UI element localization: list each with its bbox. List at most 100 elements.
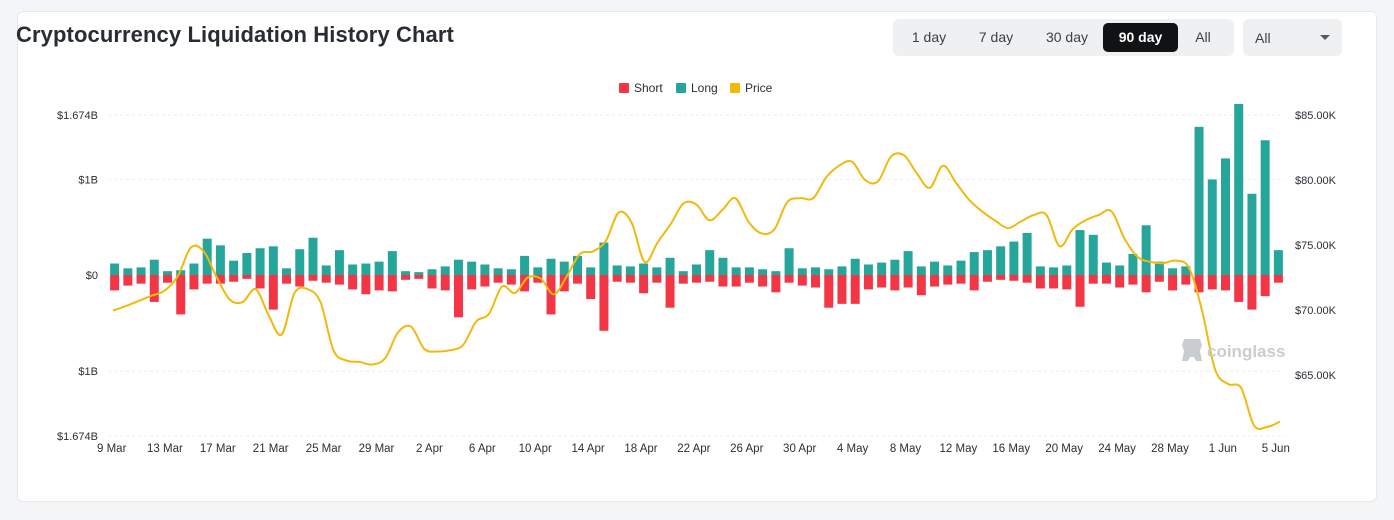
coinglass-logo-icon	[1182, 339, 1202, 361]
tab-1-day[interactable]: 1 day	[911, 29, 947, 45]
short-bar	[1247, 275, 1257, 310]
long-bar	[705, 250, 715, 275]
short-bar	[1128, 275, 1138, 285]
long-bar	[1273, 250, 1283, 275]
long-bar	[493, 268, 503, 275]
short-bar	[718, 275, 728, 287]
tab-7-day[interactable]: 7 day	[978, 29, 1014, 45]
long-bar	[1260, 140, 1270, 275]
x-axis-tick-label: 22 Apr	[677, 443, 710, 455]
legend-swatch-price	[730, 83, 740, 93]
long-bar	[401, 271, 411, 275]
short-bar	[1009, 275, 1019, 281]
short-bar	[877, 275, 887, 288]
short-bar	[943, 275, 953, 285]
long-bar	[811, 267, 821, 275]
long-bar	[1168, 268, 1178, 275]
short-bar	[295, 275, 305, 287]
x-axis-tick-label: 9 Mar	[97, 443, 127, 455]
long-bar	[1062, 265, 1072, 275]
short-bar	[797, 275, 807, 286]
long-bar	[692, 264, 701, 275]
legend: Short Long Price	[619, 81, 773, 95]
long-bar	[1181, 266, 1191, 275]
left-axis-tick-label: $1B	[78, 174, 98, 186]
short-bar	[546, 275, 556, 315]
short-bar	[176, 275, 186, 315]
short-bar	[440, 275, 450, 291]
long-bar	[440, 266, 450, 275]
right-axis-tick-label: $80.00K	[1295, 175, 1337, 187]
short-bar	[850, 275, 860, 304]
short-bar	[414, 275, 424, 279]
tab-30-day[interactable]: 30 day	[1045, 29, 1089, 45]
long-bar	[255, 248, 265, 275]
long-bar	[189, 263, 199, 275]
long-bar	[1154, 261, 1164, 275]
long-bar	[480, 264, 490, 275]
short-bar	[1022, 275, 1032, 283]
x-axis-tick-label: 24 May	[1098, 443, 1136, 455]
long-bar	[215, 245, 225, 275]
long-bar	[652, 267, 662, 275]
short-bar	[1181, 275, 1191, 285]
short-bar	[1141, 275, 1151, 293]
short-bar	[229, 275, 239, 282]
coin-filter-dropdown[interactable]: All	[1243, 19, 1342, 56]
x-axis-tick-label: 10 Apr	[519, 443, 552, 455]
tab-all[interactable]: All	[1195, 29, 1211, 45]
short-bar	[744, 275, 754, 283]
price-line	[112, 152, 1281, 431]
short-bar	[1260, 275, 1270, 297]
long-bar	[996, 246, 1006, 275]
short-bar	[1168, 275, 1178, 291]
long-bar	[572, 255, 582, 275]
long-bar	[863, 264, 873, 275]
long-bar	[1234, 103, 1244, 275]
tab-90-day[interactable]: 90 day	[1103, 23, 1178, 52]
long-bar	[308, 237, 318, 275]
x-axis-tick-label: 20 May	[1045, 443, 1083, 455]
long-bar	[295, 249, 305, 275]
watermark-text: coinglass	[1207, 342, 1285, 361]
short-bar	[136, 275, 146, 284]
long-bar	[559, 261, 569, 275]
short-bar	[692, 275, 701, 283]
short-bar	[612, 275, 622, 282]
long-bar	[969, 252, 979, 275]
short-bar	[123, 275, 133, 286]
short-bar	[242, 275, 252, 279]
x-axis-tick-label: 28 May	[1151, 443, 1189, 455]
short-bar	[308, 275, 318, 281]
short-bar	[824, 275, 834, 308]
short-bar	[1234, 275, 1244, 302]
long-bar	[387, 251, 397, 275]
long-bar	[110, 263, 120, 275]
short-bar	[1273, 275, 1283, 283]
bar-series	[110, 103, 1283, 331]
short-bar	[480, 275, 490, 287]
long-bar	[1194, 126, 1204, 275]
right-axis-tick-label: $65.00K	[1295, 370, 1337, 382]
long-bar	[546, 258, 556, 275]
long-bar	[731, 267, 741, 275]
left-axis-tick-label: $1.674B	[57, 431, 98, 443]
x-axis-tick-label: 13 Mar	[147, 443, 183, 455]
long-bar	[639, 263, 649, 275]
x-axis-tick-label: 8 May	[890, 443, 922, 455]
long-bar	[877, 262, 887, 275]
long-bar	[718, 257, 728, 275]
long-bar	[149, 259, 159, 275]
long-bar	[1207, 179, 1217, 275]
short-bar	[215, 275, 225, 284]
x-axis-tick-label: 25 Mar	[306, 443, 342, 455]
short-bar	[361, 275, 371, 295]
short-bar	[255, 275, 265, 289]
right-axis-tick-label: $70.00K	[1295, 305, 1337, 317]
short-bar	[149, 275, 159, 302]
short-bar	[163, 275, 173, 283]
short-bar	[916, 275, 926, 296]
long-bar	[850, 258, 860, 275]
x-axis-tick-label: 18 Apr	[624, 443, 657, 455]
short-bar	[110, 275, 120, 291]
